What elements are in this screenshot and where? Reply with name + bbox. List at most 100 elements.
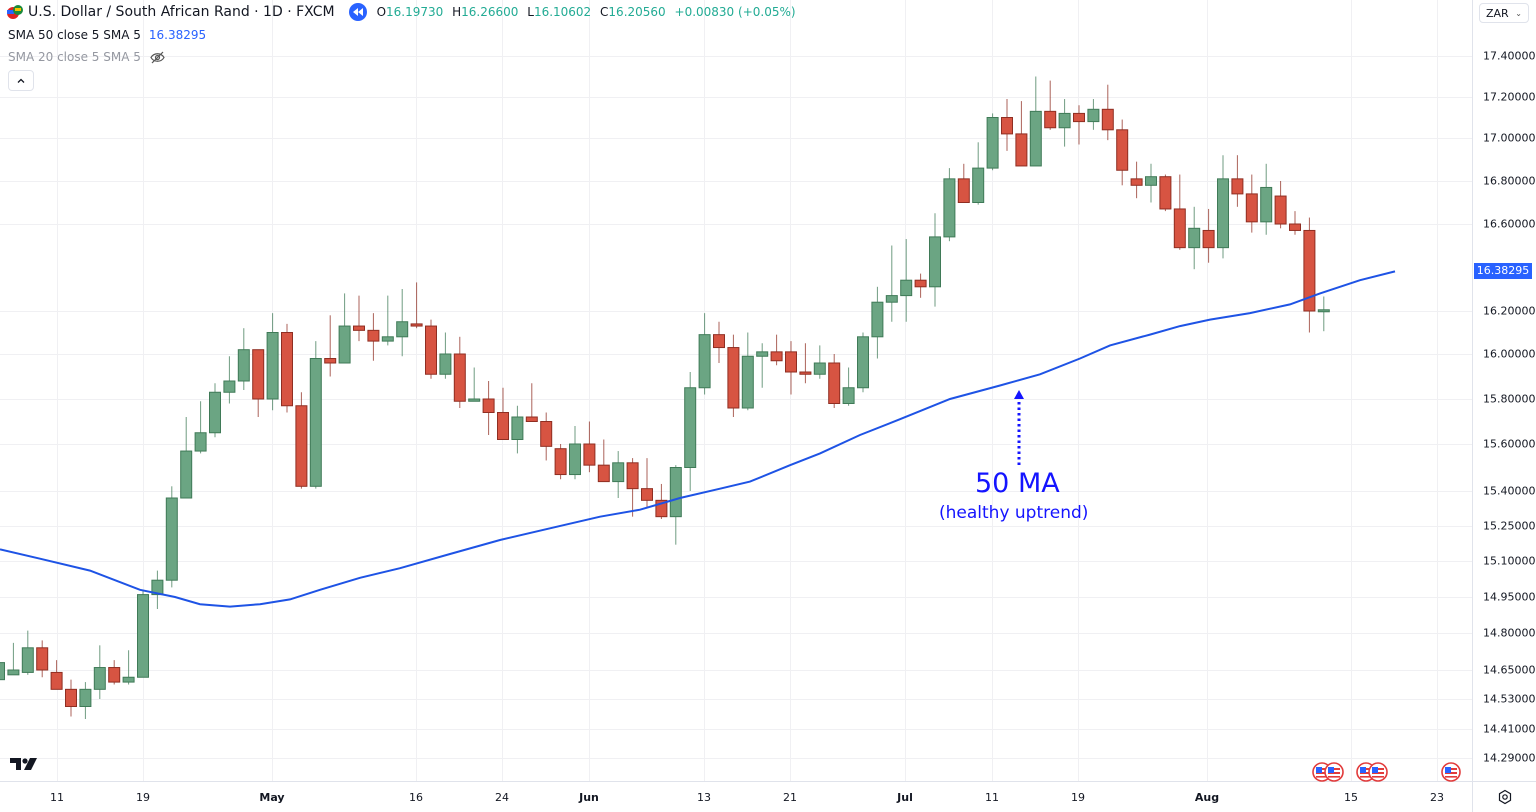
candle[interactable] (237, 328, 250, 390)
candle[interactable] (1231, 155, 1244, 207)
candle[interactable] (7, 642, 20, 676)
candle[interactable] (583, 421, 596, 473)
candle[interactable] (842, 367, 855, 406)
candle[interactable] (957, 163, 970, 204)
candle[interactable] (1274, 181, 1287, 229)
candle[interactable] (209, 383, 221, 438)
candle[interactable] (353, 295, 365, 342)
us-flag-event-icon[interactable] (1324, 762, 1344, 782)
candle[interactable] (525, 383, 538, 422)
replay-button[interactable] (348, 3, 367, 21)
candle[interactable] (972, 142, 985, 205)
candle[interactable] (1245, 174, 1258, 233)
candle[interactable] (180, 417, 193, 499)
candle[interactable] (713, 321, 725, 363)
candle[interactable] (1101, 84, 1114, 141)
candle[interactable] (295, 392, 308, 489)
candle[interactable] (785, 341, 797, 395)
candle[interactable] (482, 381, 495, 435)
candle[interactable] (727, 334, 740, 417)
candle[interactable] (1044, 80, 1057, 130)
candle[interactable] (1317, 296, 1330, 332)
candle[interactable] (381, 295, 394, 346)
candle[interactable] (1188, 206, 1201, 270)
chart-pane[interactable] (0, 0, 1472, 781)
candle[interactable] (1130, 161, 1143, 199)
candle[interactable] (569, 426, 581, 480)
candle[interactable] (1001, 99, 1013, 151)
candle[interactable] (655, 483, 668, 519)
candle[interactable] (137, 589, 149, 678)
candle[interactable] (669, 465, 682, 545)
candle[interactable] (554, 444, 567, 480)
candle[interactable] (612, 451, 625, 498)
candle[interactable] (698, 313, 711, 395)
candle[interactable] (1116, 119, 1129, 186)
sma50-line[interactable] (0, 270, 1396, 608)
candle[interactable] (770, 334, 783, 366)
candle[interactable] (986, 113, 999, 171)
time-axis[interactable]: 11 19 May 16 24 Jun 13 21 Jul 11 19 Aug 15 23 (0, 781, 1472, 812)
candle[interactable] (93, 645, 106, 699)
candle[interactable] (741, 332, 754, 411)
candle[interactable] (223, 356, 236, 404)
candle[interactable] (1173, 174, 1186, 250)
candle[interactable] (324, 315, 337, 377)
candle[interactable] (0, 660, 5, 689)
candle[interactable] (79, 682, 92, 719)
candle[interactable] (1145, 163, 1157, 203)
candle[interactable] (468, 367, 481, 402)
candle[interactable] (439, 332, 452, 379)
candle[interactable] (900, 239, 913, 322)
candle[interactable] (252, 349, 265, 417)
candle[interactable] (943, 168, 956, 242)
candle[interactable] (511, 405, 524, 454)
candle[interactable] (871, 286, 884, 359)
candle[interactable] (1029, 76, 1042, 167)
candle[interactable] (1202, 208, 1215, 263)
candle[interactable] (626, 458, 639, 517)
candle[interactable] (799, 343, 812, 384)
candle[interactable] (165, 486, 178, 588)
candle[interactable] (1217, 155, 1229, 259)
us-flag-event-icon[interactable] (1368, 762, 1388, 782)
candle[interactable] (65, 679, 77, 717)
chart-settings-button[interactable] (1472, 781, 1536, 812)
candle[interactable] (338, 293, 351, 364)
candle[interactable] (1260, 163, 1273, 235)
candle[interactable] (281, 323, 293, 413)
candle[interactable] (497, 387, 509, 440)
candle[interactable] (756, 343, 769, 388)
eye-hidden-icon[interactable] (150, 51, 165, 64)
candle[interactable] (266, 313, 279, 411)
candle[interactable] (857, 332, 869, 393)
candle[interactable] (453, 336, 466, 408)
candle[interactable] (1289, 211, 1301, 235)
candle[interactable] (914, 273, 927, 298)
candle[interactable] (151, 570, 164, 609)
collapse-legend-button[interactable] (8, 70, 34, 91)
candle[interactable] (540, 412, 553, 461)
candle[interactable] (122, 650, 135, 685)
candle[interactable] (50, 660, 63, 690)
indicator-legend-sma20[interactable]: SMA 20 close 5 SMA 5 (8, 50, 165, 64)
candle[interactable] (36, 640, 49, 678)
candle[interactable] (1087, 99, 1100, 130)
candle[interactable] (828, 354, 841, 408)
symbol-title[interactable]: U.S. Dollar / South African Rand · 1D · … (28, 4, 335, 20)
candle[interactable] (194, 401, 207, 454)
candle[interactable] (597, 439, 610, 483)
candle[interactable] (1058, 99, 1071, 147)
candle[interactable] (410, 282, 423, 329)
candle[interactable] (396, 289, 409, 357)
indicator-legend-sma50[interactable]: SMA 50 close 5 SMA 5 16.38295 (8, 28, 206, 42)
candle[interactable] (885, 245, 898, 322)
candle[interactable] (929, 213, 941, 307)
candle[interactable] (641, 458, 653, 508)
currency-selector[interactable]: ZAR ⌄ (1479, 3, 1529, 23)
candle[interactable] (425, 319, 437, 379)
candle[interactable] (813, 345, 826, 379)
tradingview-logo[interactable] (10, 756, 40, 776)
candle[interactable] (1015, 101, 1028, 167)
candlestick-chart[interactable] (0, 0, 1472, 781)
